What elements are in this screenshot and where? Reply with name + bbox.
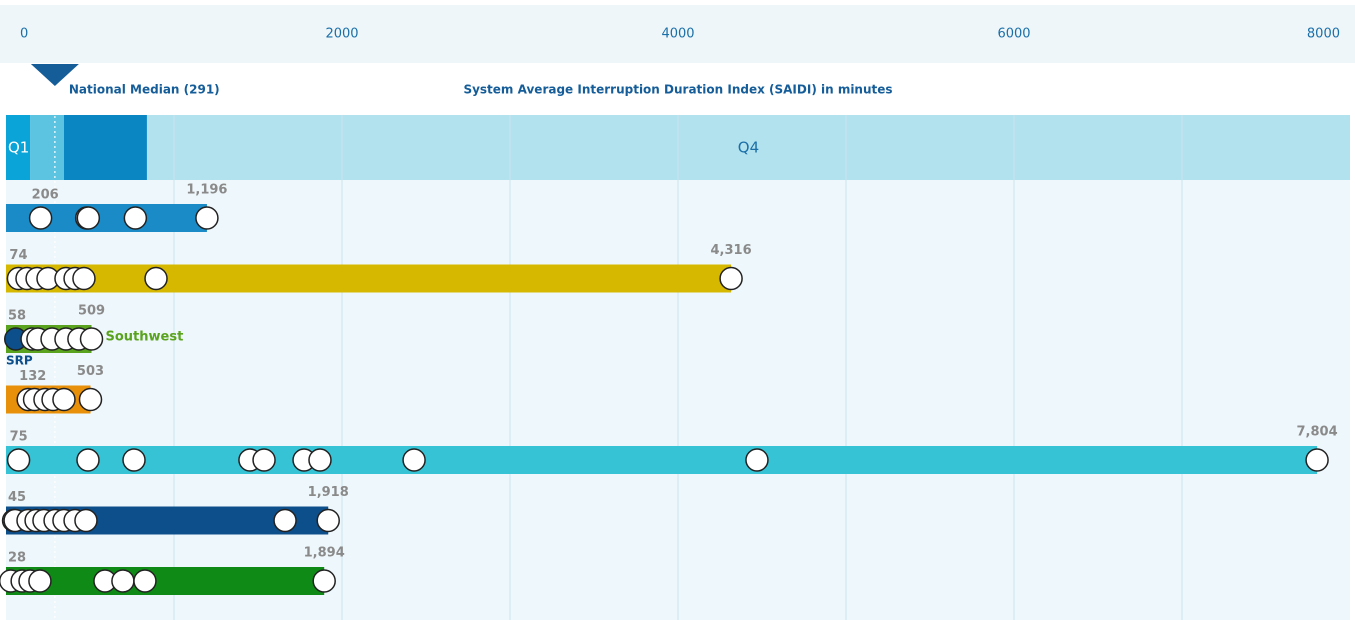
max-label: 7,804	[1297, 425, 1338, 440]
max-label: 1,894	[304, 546, 345, 561]
utility-dot	[719, 266, 743, 291]
min-label: 132	[19, 369, 46, 384]
x-tick-label: 2000	[325, 27, 358, 42]
utility-dot	[6, 448, 31, 472]
utility-label: SRP	[6, 354, 33, 368]
min-label: 45	[8, 490, 26, 505]
min-label: 28	[8, 551, 26, 566]
quartile-label: Q1	[8, 139, 29, 157]
quartile-band	[63, 115, 147, 180]
max-label: 503	[77, 364, 104, 379]
utility-dot	[316, 508, 340, 533]
utility-dot	[308, 448, 332, 472]
utility-dot	[273, 508, 297, 533]
max-label: 509	[78, 304, 105, 319]
min-label: 75	[10, 430, 28, 445]
min-label: 58	[8, 309, 26, 324]
utility-dot	[745, 448, 769, 472]
utility-label: Southwest	[106, 330, 184, 345]
range-bar	[6, 446, 1318, 474]
axis-strip	[0, 5, 1355, 63]
x-tick-label: 4000	[661, 27, 694, 42]
utility-dot	[111, 569, 135, 593]
utility-dot	[144, 266, 168, 291]
median-marker	[30, 64, 79, 86]
max-label: 1,196	[186, 183, 227, 198]
max-label: 4,316	[711, 243, 752, 258]
utility-dot	[76, 448, 100, 472]
utility-dot	[78, 387, 103, 412]
utility-dot	[252, 448, 276, 472]
utility-dot	[74, 508, 98, 533]
chart-title: System Average Interruption Duration Ind…	[463, 83, 892, 97]
min-label: 206	[32, 188, 59, 203]
quartile-band	[146, 115, 1350, 180]
utility-dot	[28, 206, 53, 230]
range-bar	[6, 264, 732, 293]
utility-dot	[122, 448, 146, 472]
quartile-label: Q4	[738, 139, 759, 157]
utility-dot	[195, 206, 219, 230]
utility-dot	[76, 206, 101, 230]
range-bar	[6, 567, 325, 595]
utility-dot	[312, 569, 336, 593]
quartile-band	[30, 115, 64, 180]
utility-dot	[52, 387, 76, 412]
min-label: 74	[9, 248, 27, 263]
median-label: National Median (291)	[69, 83, 220, 97]
x-tick-label: 8000	[1307, 27, 1340, 42]
quartile-band	[6, 115, 31, 180]
x-tick-label: 0	[20, 27, 28, 42]
x-tick-label: 6000	[997, 27, 1030, 42]
utility-dot	[28, 569, 52, 593]
utility-dot	[402, 448, 426, 472]
utility-dot	[72, 266, 96, 291]
utility-dot	[1305, 448, 1329, 472]
utility-dot	[79, 327, 104, 351]
utility-dot	[123, 206, 148, 230]
utility-dot	[133, 569, 157, 593]
max-label: 1,918	[308, 485, 349, 500]
